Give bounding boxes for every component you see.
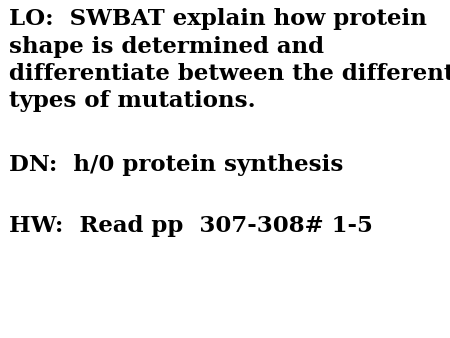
Text: LO:  SWBAT explain how protein
shape is determined and
differentiate between the: LO: SWBAT explain how protein shape is d… [9, 8, 450, 112]
Text: HW:  Read pp  307-308# 1-5: HW: Read pp 307-308# 1-5 [9, 215, 373, 237]
Text: DN:  h/0 protein synthesis: DN: h/0 protein synthesis [9, 154, 343, 176]
